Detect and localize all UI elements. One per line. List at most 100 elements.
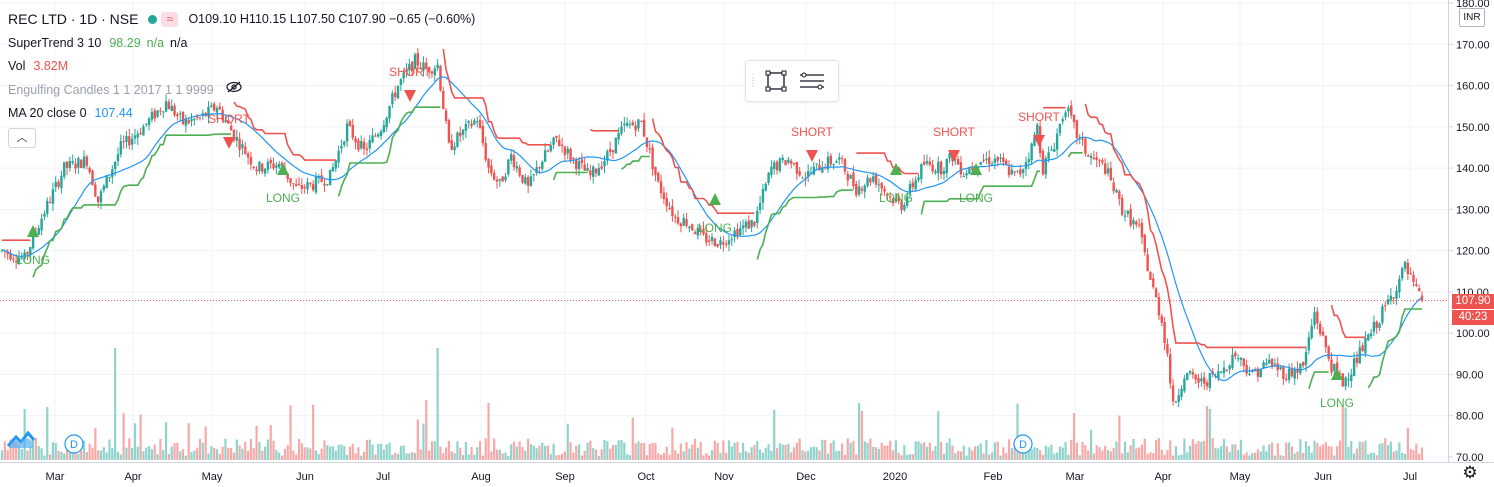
hidden-eye-icon[interactable]	[226, 79, 242, 103]
volume-bar	[334, 450, 337, 460]
volume-bar	[617, 440, 620, 460]
volume-bar	[606, 441, 609, 460]
candle-body	[263, 168, 267, 174]
volume-value: 3.82M	[33, 59, 69, 73]
short-arrow-icon	[806, 150, 818, 162]
candle-body	[1389, 295, 1393, 301]
candle-body	[693, 231, 697, 235]
dividend-marker-label: D	[1019, 439, 1027, 451]
volume-bar	[739, 452, 742, 460]
drag-handle-icon[interactable]: ⋮ ⋮	[749, 73, 757, 88]
candle-body	[1140, 222, 1144, 238]
volume-bar	[838, 450, 841, 460]
candle-body	[181, 111, 185, 124]
high-label: H	[239, 12, 249, 26]
volume-bar	[1171, 455, 1175, 460]
volume-bar	[128, 438, 131, 460]
candle-body	[405, 69, 408, 73]
volume-bar	[1081, 441, 1084, 460]
candle-body	[1239, 357, 1243, 360]
candle-body	[1217, 371, 1220, 379]
volume-bar	[1418, 453, 1421, 460]
volume-bar	[764, 447, 767, 460]
volume-bar	[1157, 438, 1161, 460]
candle-body	[99, 191, 103, 203]
volume-bar	[1155, 440, 1158, 460]
volume-bar	[230, 447, 233, 460]
volume-bar	[1022, 450, 1025, 460]
volume-bar	[85, 451, 88, 460]
engulfing-row[interactable]: Engulfing Candles 1 1 2017 1 1 9999	[8, 79, 475, 103]
volume-bar	[1200, 441, 1203, 460]
volume-bar	[246, 450, 250, 460]
volume-bar	[63, 453, 66, 460]
candle-body	[541, 161, 544, 169]
candle-body	[631, 122, 634, 126]
volume-bar	[679, 443, 682, 460]
symbol-title[interactable]: REC LTD · 1D · NSE	[8, 11, 139, 27]
volume-bar	[1282, 455, 1285, 460]
volume-bar	[546, 445, 550, 460]
volume-bar	[1123, 441, 1127, 460]
volume-bar	[942, 453, 946, 460]
volume-bar	[1140, 444, 1144, 460]
supertrend-up-line	[552, 171, 588, 181]
volume-bar	[1248, 455, 1251, 460]
settings-gear-icon[interactable]: ⚙	[1462, 463, 1478, 482]
volume-bar	[1115, 441, 1118, 460]
ma-row[interactable]: MA 20 close 0 107.44	[8, 102, 475, 126]
volume-bar	[586, 442, 589, 460]
currency-label[interactable]: INR	[1459, 8, 1485, 27]
candle-body	[1417, 288, 1421, 292]
volume-bar	[725, 452, 728, 460]
volume-bar	[9, 439, 12, 460]
volume-bar	[1174, 446, 1178, 460]
candle-body	[224, 120, 227, 122]
volume-bar	[651, 442, 654, 460]
volume-bar	[1395, 450, 1398, 460]
candle-body	[334, 160, 337, 169]
candle-body	[88, 167, 91, 173]
candle-body	[603, 160, 606, 167]
candle-body	[826, 156, 830, 170]
candle-body	[1118, 191, 1121, 199]
candle-body	[1321, 331, 1325, 336]
candle-body	[266, 161, 270, 170]
candle-body	[9, 253, 12, 260]
candle-body	[1053, 148, 1056, 152]
candle-body	[238, 138, 241, 150]
candle-body	[348, 121, 352, 126]
volume-bar	[1313, 440, 1316, 460]
volume-bar	[541, 442, 544, 460]
candle-body	[659, 181, 663, 194]
volume-bar	[643, 442, 646, 460]
wave-icon[interactable]: ≈	[161, 12, 179, 28]
candle-body	[883, 188, 886, 192]
volume-bar	[459, 447, 462, 460]
tradingview-logo-icon[interactable]	[6, 428, 36, 450]
supertrend-row[interactable]: SuperTrend 3 10 98.29 n/a n/a	[8, 32, 475, 56]
volume-bar	[159, 438, 162, 460]
candle-body	[159, 110, 162, 112]
time-tick-label: May	[1230, 471, 1251, 483]
candle-body	[105, 175, 108, 188]
volume-row[interactable]: Vol 3.82M	[8, 55, 475, 79]
volume-bar	[1310, 452, 1313, 460]
volume-bar	[436, 348, 439, 460]
candle-body	[784, 160, 787, 166]
candle-body	[1333, 363, 1336, 371]
object-tree-icon[interactable]	[794, 63, 830, 99]
rectangle-select-icon[interactable]	[758, 63, 794, 99]
volume-bar	[538, 445, 541, 460]
candle-body	[450, 140, 453, 150]
volume-bar	[1347, 446, 1350, 460]
candle-body	[832, 163, 835, 165]
collapse-legend-button[interactable]: ︿	[8, 128, 36, 148]
candle-body	[133, 135, 137, 139]
candle-body	[671, 206, 674, 217]
floating-drawing-toolbar[interactable]: ⋮ ⋮	[745, 60, 839, 102]
candle-body	[328, 169, 332, 186]
volume-bar	[923, 442, 926, 460]
candle-body	[838, 157, 841, 160]
